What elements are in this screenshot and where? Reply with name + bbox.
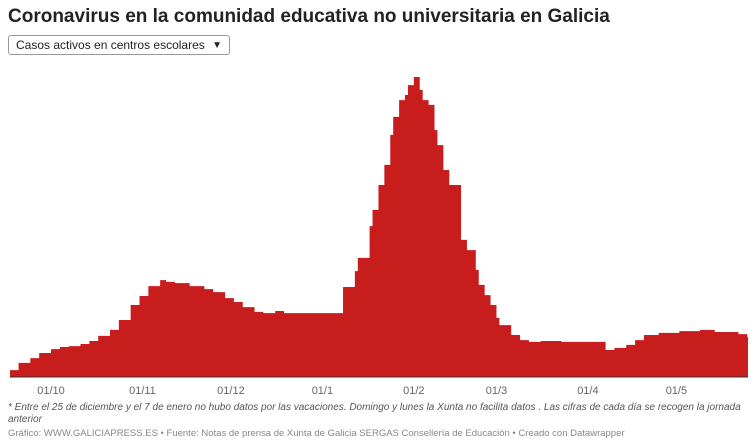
- x-tick-label: 01/11: [129, 385, 156, 397]
- x-tick-label: 01/2: [403, 385, 424, 397]
- x-tick-label: 01/5: [666, 385, 687, 397]
- x-tick-label: 01/12: [217, 385, 245, 397]
- chart-title: Coronavirus en la comunidad educativa no…: [8, 6, 610, 27]
- x-tick-label: 01/3: [486, 385, 507, 397]
- dropdown-selected: Casos activos en centros escolares: [16, 38, 205, 52]
- chart-notes: * Entre el 25 de diciembre y el 7 de ene…: [8, 402, 748, 440]
- area-series: [10, 77, 748, 377]
- x-tick-label: 01/1: [312, 385, 333, 397]
- area-chart: 01/10 01/11 01/12 01/1 01/2 01/3 01/4 01/5: [10, 77, 748, 397]
- chevron-down-icon: ▼: [212, 39, 222, 51]
- x-tick-label: 01/10: [37, 385, 65, 397]
- chart-note: * Entre el 25 de diciembre y el 7 de ene…: [8, 402, 741, 425]
- metric-dropdown[interactable]: Casos activos en centros escolares ▼: [8, 35, 230, 55]
- x-tick-label: 01/4: [577, 385, 598, 397]
- chart-footer: Gráfico: WWW.GALICIAPRESS.ES • Fuente: N…: [8, 428, 625, 439]
